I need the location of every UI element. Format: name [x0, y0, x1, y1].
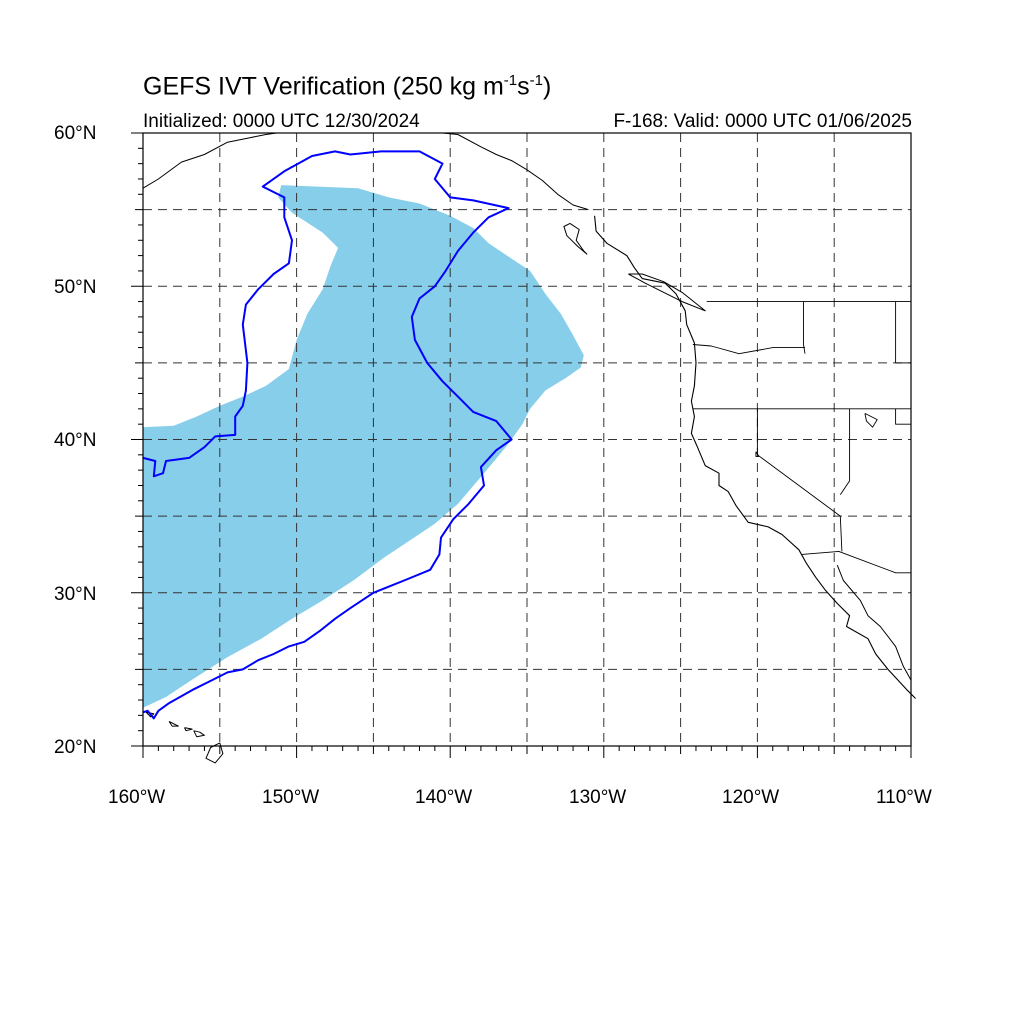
- initialized-time: Initialized: 0000 UTC 12/30/2024: [143, 111, 420, 132]
- political-border: [692, 344, 805, 355]
- island-vancouver: [628, 273, 706, 312]
- island-hawaii: [168, 721, 179, 727]
- political-border: [801, 550, 911, 574]
- coastline-alaska: [142, 132, 277, 189]
- island-haida-gwaii: [563, 222, 588, 255]
- lon-label-130w: 130°W: [569, 787, 627, 808]
- forecast-object: [143, 185, 584, 708]
- observed-objects-layer: [142, 150, 513, 720]
- lon-label-120w: 120°W: [722, 787, 780, 808]
- map-title: GEFS IVT Verification (250 kg m-1s-1): [143, 72, 552, 101]
- lon-label-110w: 110°W: [876, 787, 932, 808]
- axis-ticks: [131, 132, 912, 758]
- coastline-north-america: [594, 215, 916, 699]
- island-hawaii: [205, 742, 224, 764]
- observed-object-contour: [142, 150, 513, 720]
- coastline-gulf-of-california: [836, 565, 912, 681]
- island-hawaii: [184, 727, 193, 732]
- coastlines-and-borders: [142, 132, 916, 764]
- lake-outline: [864, 412, 878, 428]
- coastline-alaska-panhandle: [442, 132, 589, 211]
- political-border: [895, 408, 911, 425]
- forecast-objects-layer: [143, 185, 584, 708]
- map-frame: [142, 132, 912, 747]
- political-border: [756, 408, 843, 552]
- political-border: [839, 408, 851, 495]
- political-border: [803, 301, 806, 354]
- lon-label-160w: 160°W: [108, 787, 166, 808]
- lake-outline: [755, 451, 760, 457]
- lat-label-30n: 30°N: [54, 584, 97, 605]
- lon-label-140w: 140°W: [415, 787, 473, 808]
- lon-label-150w: 150°W: [262, 787, 320, 808]
- lat-label-50n: 50°N: [54, 277, 97, 298]
- valid-time: F-168: Valid: 0000 UTC 01/06/2025: [613, 111, 912, 132]
- lat-label-20n: 20°N: [54, 737, 97, 758]
- lat-label-60n: 60°N: [54, 123, 97, 144]
- lat-label-40n: 40°N: [54, 430, 97, 451]
- island-hawaii: [193, 730, 205, 738]
